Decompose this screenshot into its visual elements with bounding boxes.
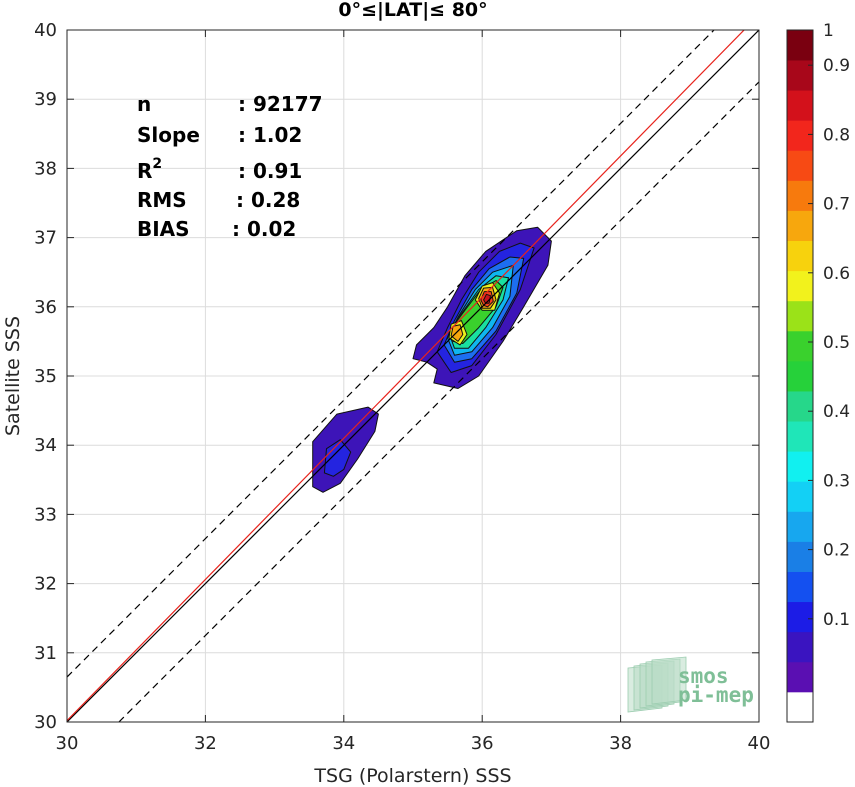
colorbar-segment	[787, 541, 813, 572]
logo-layer-shape	[651, 656, 687, 705]
colorbar-segment	[787, 481, 813, 512]
colorbar-frame	[786, 29, 814, 723]
stat-rms-value: : 0.28	[236, 188, 300, 212]
stat-slope-label: Slope	[137, 123, 200, 147]
colorbar-tick-label: 0.9	[823, 56, 850, 76]
colorbar-segment	[787, 60, 813, 91]
colorbar-tick-label: 0.2	[823, 541, 850, 561]
colorbar-segment	[787, 391, 813, 422]
y-tick-label: 38	[34, 158, 57, 179]
colorbar-segment	[787, 421, 813, 452]
colorbar-segment	[787, 451, 813, 482]
colorbar-tick-label: 0.8	[823, 125, 850, 145]
colorbar-segment	[787, 691, 813, 723]
colorbar-tick-label: 0.5	[823, 333, 850, 353]
y-tick-label: 32	[34, 574, 57, 595]
lower-bound-line	[118, 81, 759, 722]
identity-line	[67, 30, 759, 722]
upper-bound-line	[67, 30, 715, 678]
y-tick-label: 35	[34, 366, 57, 387]
stat-bias-label: BIAS	[137, 217, 190, 241]
grid-lines	[66, 29, 760, 723]
colorbar-tick-label: 0.4	[823, 402, 850, 422]
y-tick-label: 36	[34, 297, 57, 318]
x-axis-label: TSG (Polarstern) SSS	[313, 765, 511, 787]
y-tick-label: 34	[34, 435, 57, 456]
logo-text-smos: smos	[678, 664, 729, 688]
colorbar: 0.1 0.2 0.3 0.4 0.5 0.6 0.7 0.8 0.9 1	[786, 21, 850, 723]
x-tick-label: 38	[609, 733, 632, 754]
colorbar-tick-label: 0.1	[823, 610, 850, 630]
stat-r-value: : 0.91	[238, 159, 302, 183]
x-tick-label: 30	[56, 733, 79, 754]
x-tick-label: 32	[194, 733, 217, 754]
y-tick-label: 37	[34, 228, 57, 249]
y-tick-label: 40	[34, 20, 57, 41]
logo-text-pi-mep: pi-mep	[678, 683, 754, 707]
regression-line	[67, 30, 745, 722]
reference-lines	[67, 30, 759, 722]
colorbar-tick-label: 0.3	[823, 471, 850, 491]
stat-rms-label: RMS	[137, 188, 187, 212]
y-tick-label: 31	[34, 643, 57, 664]
stat-n-label: n	[137, 92, 151, 116]
colorbar-segment	[787, 511, 813, 542]
colorbar-tick-label: 0.6	[823, 264, 850, 284]
x-tick-label: 36	[471, 733, 494, 754]
colorbar-segment	[787, 571, 813, 603]
chart-title: 0°≤|LAT|≤ 80°	[338, 0, 487, 21]
stat-bias-value: : 0.02	[232, 217, 296, 241]
colorbar-segment	[787, 120, 813, 151]
colorbar-segment	[787, 180, 813, 211]
stats-box: n : 92177 Slope : 1.02 R2 : 0.91 RMS : 0.28 BIAS…	[137, 92, 323, 241]
colorbar-segment	[787, 631, 813, 663]
y-tick-label: 33	[34, 504, 57, 525]
colorbar-segment	[787, 150, 813, 181]
colorbar-segment	[787, 661, 813, 693]
colorbar-segment	[787, 601, 813, 633]
colorbar-segment	[787, 90, 813, 121]
colorbar-segment	[787, 300, 813, 332]
colorbar-segment	[787, 210, 813, 242]
y-axis-label: Satellite SSS	[2, 316, 24, 436]
colorbar-segment	[787, 270, 813, 302]
stat-n-value: : 92177	[238, 92, 323, 116]
axis-ticks: 30 32 34 36 38 40 30 31 32 33 34 35 36 37 38 39 40	[34, 20, 770, 754]
colorbar-segment	[787, 330, 813, 362]
y-tick-label: 39	[34, 89, 57, 110]
x-tick-label: 40	[748, 733, 771, 754]
stat-slope-value: : 1.02	[238, 123, 302, 147]
contour-region-0.15	[323, 439, 352, 477]
colorbar-segment	[787, 30, 813, 61]
y-tick-label: 30	[34, 712, 57, 733]
colorbar-tick-label: 0.7	[823, 195, 850, 215]
colorbar-segment	[787, 360, 813, 392]
stat-r-label: R2	[137, 156, 162, 183]
colorbar-tick-label: 1	[823, 21, 834, 41]
colorbar-segment	[787, 240, 813, 272]
x-tick-label: 34	[332, 733, 355, 754]
